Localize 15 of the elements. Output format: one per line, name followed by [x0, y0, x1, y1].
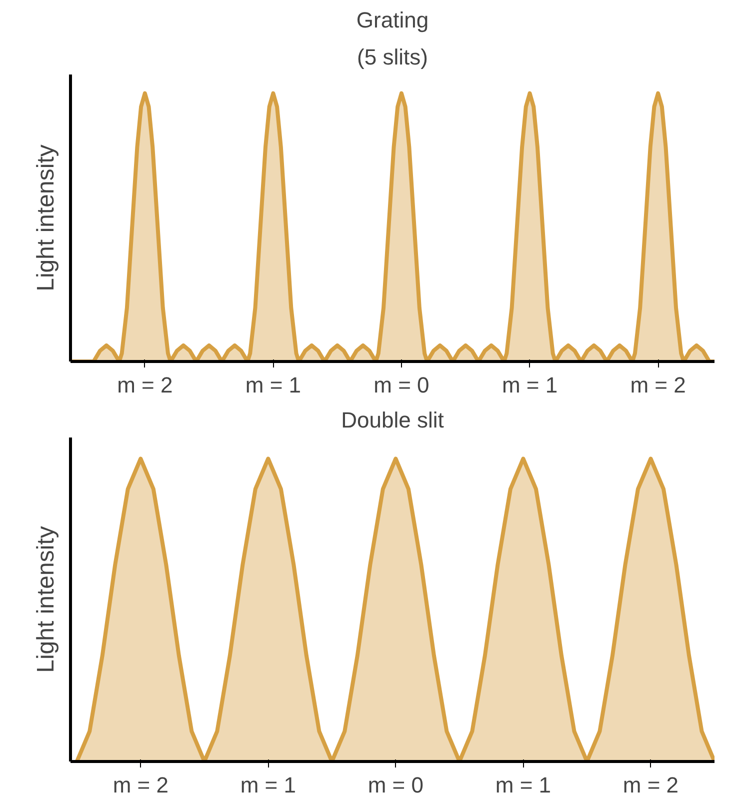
chart-title: Double slit [341, 408, 444, 432]
x-tick-label: m = 1 [245, 372, 302, 398]
x-tick-label: m = 1 [240, 772, 296, 798]
y-axis-title: Light intensity [32, 144, 60, 292]
chart-subtitle: (5 slits) [357, 44, 428, 70]
x-tick-label: m = 1 [495, 772, 552, 798]
chart-title: Grating [356, 8, 429, 32]
x-tick-label: m = 2 [112, 772, 168, 798]
x-tick-label: m = 2 [630, 372, 686, 398]
x-tick-label: m = 0 [368, 772, 424, 798]
x-tick-label: m = 2 [117, 372, 173, 398]
x-tick-label: m = 2 [622, 772, 679, 798]
x-tick-label: m = 0 [374, 372, 430, 398]
x-tick-label: m = 1 [502, 372, 558, 398]
y-axis-title: Light intensity [32, 526, 60, 673]
